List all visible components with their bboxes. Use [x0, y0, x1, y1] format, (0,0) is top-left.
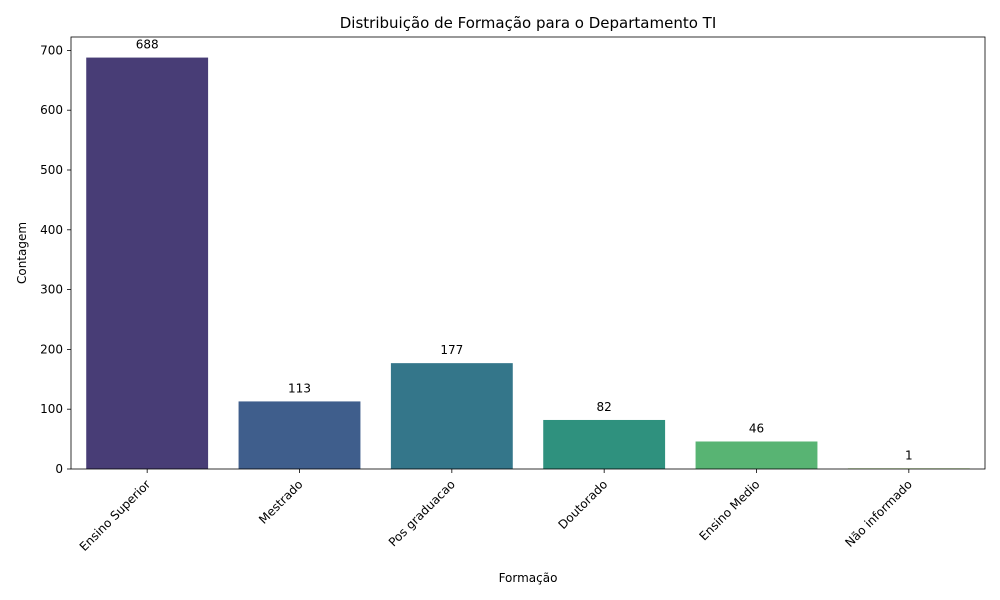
- bar-doutorado: [543, 419, 666, 469]
- y-tick-label: 700: [40, 43, 63, 57]
- x-tick-label: Mestrado: [256, 477, 305, 526]
- x-tick-label: Não informado: [842, 477, 915, 550]
- y-tick-label: 600: [40, 103, 63, 117]
- bar-pos-graduacao: [390, 363, 513, 469]
- y-tick-label: 400: [40, 223, 63, 237]
- bar-ensino-superior: [86, 57, 209, 469]
- bars-layer: [86, 57, 970, 470]
- bar-ensino-medio: [695, 441, 818, 469]
- y-tick-label: 100: [40, 402, 63, 416]
- data-label: 1: [905, 448, 913, 462]
- y-tick-label: 300: [40, 283, 63, 297]
- x-axis-label: Formação: [499, 571, 558, 585]
- data-label: 688: [136, 38, 159, 52]
- chart-title: Distribuição de Formação para o Departam…: [340, 14, 717, 32]
- y-axis-label: Contagem: [15, 222, 29, 284]
- x-tick-label: Doutorado: [555, 477, 610, 532]
- plot-frame: [70, 36, 986, 470]
- x-axis: Ensino Superior Mestrado Pos graduacao Dout…: [77, 469, 915, 554]
- data-label: 177: [440, 343, 463, 357]
- data-labels-layer: 688 113 177 82 46 1: [136, 38, 913, 463]
- y-tick-label: 500: [40, 163, 63, 177]
- x-tick-label: Ensino Superior: [77, 477, 154, 554]
- data-label: 46: [749, 421, 764, 435]
- x-tick-label: Pos graduacao: [386, 477, 458, 549]
- data-label: 113: [288, 381, 311, 395]
- data-label: 82: [597, 400, 612, 414]
- x-tick-label: Ensino Medio: [696, 477, 762, 543]
- bar-mestrado: [238, 401, 361, 469]
- y-tick-label: 0: [55, 462, 63, 476]
- y-tick-label: 200: [40, 342, 63, 356]
- y-axis: 0 100 200 300 400 500 600 700: [40, 43, 71, 476]
